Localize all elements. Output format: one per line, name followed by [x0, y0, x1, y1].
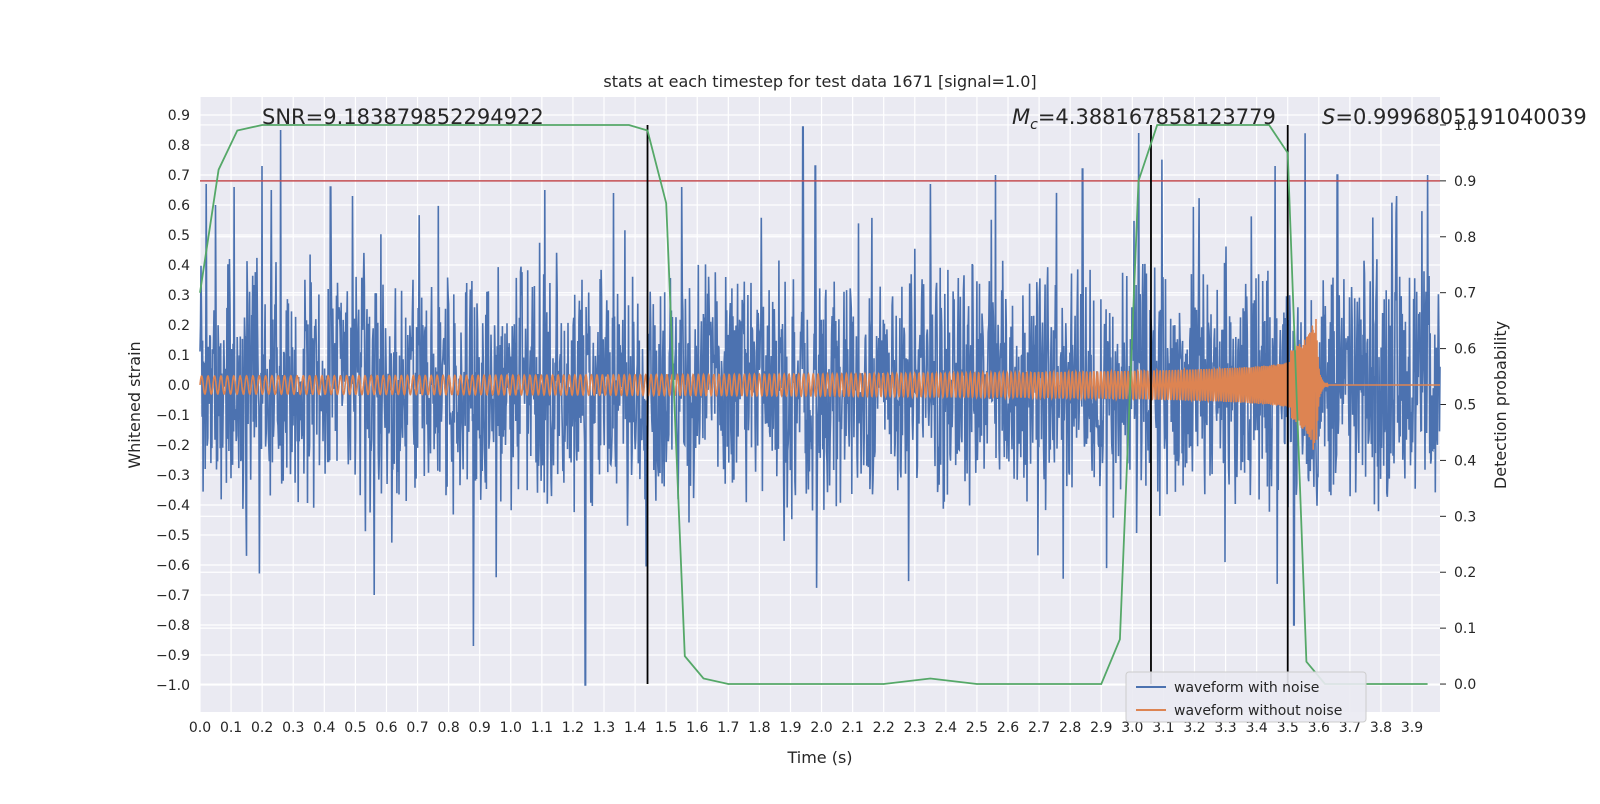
y2-axis-label: Detection probability [1491, 321, 1510, 489]
legend-label: waveform without noise [1174, 703, 1342, 719]
legend-box [1125, 671, 1367, 723]
y-tick-label: −0.3 [156, 468, 190, 484]
x-tick-label: 3.2 [1183, 720, 1205, 736]
y2-tick-label: 0.7 [1454, 286, 1476, 302]
x-tick-label: 2.9 [1090, 720, 1112, 736]
chart-title: stats at each timestep for test data 167… [603, 72, 1036, 91]
s-annotation: S=0.9996805191040039 [1322, 105, 1587, 129]
y-tick-label: −0.1 [156, 408, 190, 424]
y-tick-label: −0.9 [156, 648, 190, 664]
y-tick-label: −0.8 [156, 618, 190, 634]
y-tick-label: 0.1 [168, 348, 190, 364]
x-tick-label: 1.5 [655, 720, 677, 736]
y-tick-label: 0.5 [168, 228, 190, 244]
mc-annotation: Mc=4.388167858123779 [1012, 105, 1276, 133]
x-tick-label: 0.5 [344, 720, 366, 736]
x-tick-label: 2.5 [966, 720, 988, 736]
x-tick-label: 1.2 [562, 720, 584, 736]
x-tick-label: 0.1 [220, 720, 242, 736]
x-tick-label: 2.7 [1028, 720, 1050, 736]
y-tick-label: −0.7 [156, 588, 190, 604]
y-tick-label: 0.7 [168, 168, 190, 184]
y-tick-label: 0.2 [168, 318, 190, 334]
x-tick-label: 2.8 [1059, 720, 1081, 736]
y2-tick-label: 1.0 [1454, 118, 1476, 134]
y-tick-label: 0.6 [168, 198, 190, 214]
series-waveform-without-noise [199, 318, 1440, 450]
y-tick-label: −0.2 [156, 438, 190, 454]
x-tick-label: 1.1 [531, 720, 553, 736]
x-tick-label: 3.7 [1339, 720, 1361, 736]
legend-label: waveform with noise [1174, 680, 1319, 696]
x-tick-label: 1.6 [686, 720, 708, 736]
series-detection-probability [199, 124, 1428, 685]
x-tick-label: 0.9 [469, 720, 491, 736]
y2-tick-label: 0.3 [1454, 509, 1476, 525]
y2-tick-label: 0.1 [1454, 621, 1476, 637]
x-tick-label: 3.4 [1246, 720, 1268, 736]
x-tick-label: 0.4 [313, 720, 335, 736]
y-tick-label: −0.4 [156, 498, 190, 514]
x-tick-label: 3.8 [1370, 720, 1392, 736]
x-tick-label: 2.0 [810, 720, 832, 736]
y2-tick-label: 0.0 [1454, 677, 1476, 693]
y-tick-label: −0.6 [156, 558, 190, 574]
x-tick-label: 0.6 [375, 720, 397, 736]
y-tick-label: 0.8 [168, 138, 190, 154]
x-tick-label: 3.1 [1152, 720, 1174, 736]
y-axis-label: Whitened strain [125, 341, 144, 468]
x-tick-label: 1.8 [748, 720, 770, 736]
x-tick-label: 0.0 [189, 720, 211, 736]
y-tick-label: 0.9 [168, 108, 190, 124]
x-tick-label: 0.8 [437, 720, 459, 736]
y-tick-label: 0.3 [168, 288, 190, 304]
x-tick-label: 3.6 [1308, 720, 1330, 736]
x-tick-label: 1.4 [624, 720, 646, 736]
y-tick-label: 0.4 [168, 258, 190, 274]
y-tick-label: 0.0 [168, 378, 190, 394]
y-tick-label: −0.5 [156, 528, 190, 544]
series-waveform-with-noise [199, 126, 1441, 686]
x-tick-label: 1.0 [500, 720, 522, 736]
y2-tick-label: 0.8 [1454, 230, 1476, 246]
y2-tick-label: 0.9 [1454, 174, 1476, 190]
x-tick-label: 1.9 [779, 720, 801, 736]
x-tick-label: 0.3 [282, 720, 304, 736]
x-tick-label: 2.2 [873, 720, 895, 736]
y2-tick-label: 0.2 [1454, 565, 1476, 581]
x-tick-label: 0.2 [251, 720, 273, 736]
x-tick-label: 3.9 [1401, 720, 1423, 736]
x-tick-label: 2.6 [997, 720, 1019, 736]
x-axis-label: Time (s) [786, 748, 852, 767]
x-tick-label: 3.3 [1214, 720, 1236, 736]
x-tick-label: 3.5 [1277, 720, 1299, 736]
y2-tick-label: 0.5 [1454, 398, 1476, 414]
x-tick-label: 1.3 [593, 720, 615, 736]
x-tick-label: 3.0 [1121, 720, 1143, 736]
x-tick-label: 2.4 [935, 720, 957, 736]
y-tick-label: −1.0 [156, 678, 190, 694]
y2-tick-label: 0.6 [1454, 342, 1476, 358]
snr-annotation: SNR=9.183879852294922 [262, 105, 544, 129]
y2-tick-label: 0.4 [1454, 453, 1476, 469]
x-tick-label: 1.7 [717, 720, 739, 736]
x-tick-label: 2.1 [841, 720, 863, 736]
x-tick-label: 0.7 [406, 720, 428, 736]
x-tick-label: 2.3 [904, 720, 926, 736]
